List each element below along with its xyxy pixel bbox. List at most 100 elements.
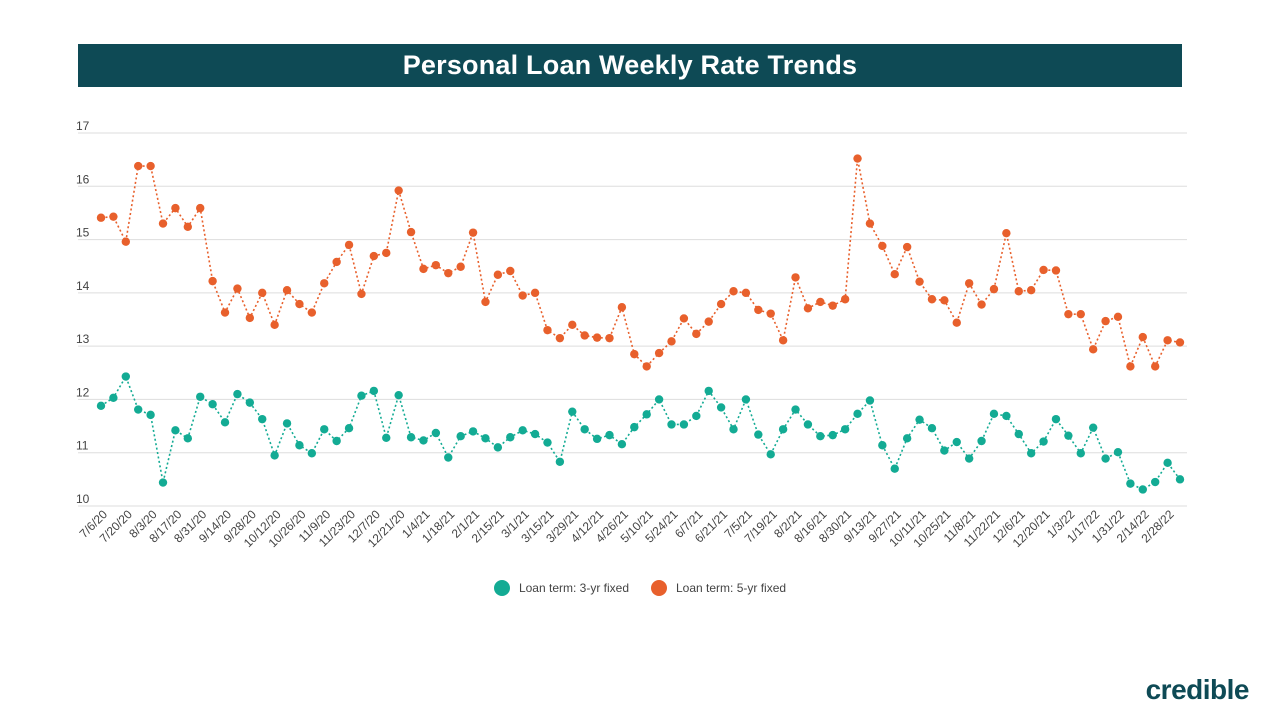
data-point-5yr (927, 295, 937, 304)
data-point-5yr (803, 304, 813, 313)
data-point-3yr (419, 436, 428, 445)
data-point-3yr (927, 424, 937, 433)
data-point-3yr (964, 454, 974, 463)
data-point-3yr (109, 393, 118, 403)
data-point-5yr (642, 362, 651, 371)
data-point-3yr (642, 410, 651, 419)
data-point-5yr (555, 333, 565, 343)
data-point-5yr (1126, 362, 1135, 371)
data-point-3yr (878, 441, 887, 450)
data-point-3yr (977, 436, 986, 446)
data-point-3yr (592, 434, 602, 444)
data-point-3yr (853, 409, 862, 419)
data-point-3yr (493, 443, 503, 452)
data-point-5yr (1039, 265, 1048, 275)
data-point-5yr (605, 333, 614, 343)
data-point-5yr (158, 219, 168, 228)
y-tick-label: 13 (76, 332, 90, 346)
series-line-3yr (100, 374, 1181, 491)
legend-marker-3yr (493, 580, 510, 596)
data-point-3yr (1051, 414, 1061, 424)
data-point-5yr (617, 303, 627, 312)
data-point-5yr (543, 325, 552, 335)
data-point-5yr (865, 219, 875, 228)
data-point-5yr (233, 284, 242, 293)
data-point-3yr (357, 391, 366, 400)
data-point-3yr (1175, 475, 1185, 484)
data-point-3yr (890, 464, 899, 473)
data-point-3yr (369, 386, 379, 396)
data-point-5yr (332, 257, 341, 267)
data-point-5yr (1076, 309, 1085, 319)
data-point-5yr (1150, 362, 1160, 371)
data-point-3yr (431, 428, 441, 438)
data-point-3yr (940, 446, 949, 455)
data-point-5yr (1101, 316, 1110, 326)
data-point-5yr (1051, 266, 1061, 275)
data-point-3yr (270, 451, 279, 460)
data-point-5yr (1163, 336, 1172, 345)
data-point-3yr (952, 437, 961, 447)
data-point-3yr (729, 425, 738, 434)
data-point-3yr (580, 425, 589, 434)
data-point-3yr (332, 436, 341, 446)
data-point-5yr (741, 288, 751, 298)
data-point-3yr (258, 414, 267, 424)
chart-title-bar: Personal Loan Weekly Rate Trends (78, 44, 1182, 87)
data-point-5yr (295, 299, 304, 309)
data-point-5yr (654, 348, 664, 358)
data-point-3yr (518, 426, 527, 435)
data-point-5yr (1113, 312, 1123, 322)
data-point-5yr (890, 270, 899, 279)
data-point-3yr (146, 410, 155, 420)
data-point-5yr (96, 213, 106, 222)
data-point-5yr (1026, 285, 1036, 295)
data-point-3yr (1150, 477, 1160, 487)
data-point-5yr (754, 305, 763, 315)
data-point-3yr (1014, 429, 1023, 439)
data-point-5yr (1175, 338, 1185, 347)
data-point-5yr (853, 154, 862, 163)
data-point-5yr (382, 248, 391, 258)
data-point-3yr (828, 430, 837, 440)
data-point-3yr (134, 405, 143, 414)
y-tick-label: 11 (76, 439, 89, 453)
y-tick-label: 15 (76, 226, 90, 240)
data-point-5yr (282, 285, 292, 295)
data-point-3yr (233, 389, 242, 399)
data-point-3yr (220, 418, 230, 427)
data-point-5yr (406, 227, 416, 237)
data-point-5yr (580, 331, 589, 340)
data-point-5yr (679, 314, 689, 323)
data-point-5yr (183, 222, 193, 231)
legend-item-3yr: Loan term: 3-yr fixed (493, 580, 629, 596)
data-point-5yr (307, 308, 317, 317)
data-point-5yr (1064, 309, 1073, 319)
data-point-3yr (754, 430, 763, 439)
data-point-5yr (530, 288, 540, 298)
data-point-5yr (989, 284, 999, 294)
chart-title: Personal Loan Weekly Rate Trends (402, 50, 858, 80)
data-point-3yr (171, 426, 180, 435)
data-point-5yr (667, 337, 676, 346)
data-point-3yr (208, 400, 217, 409)
data-point-3yr (121, 372, 131, 381)
data-point-3yr (394, 390, 403, 400)
data-point-3yr (816, 431, 825, 441)
data-point-5yr (394, 186, 403, 195)
y-tick-label: 12 (76, 385, 90, 399)
data-point-3yr (667, 420, 676, 429)
legend-item-5yr: Loan term: 5-yr fixed (651, 580, 786, 596)
data-point-5yr (245, 313, 255, 323)
data-point-5yr (1088, 345, 1098, 354)
data-point-3yr (456, 431, 465, 441)
data-point-3yr (1163, 458, 1172, 468)
data-point-5yr (146, 161, 155, 171)
data-point-3yr (915, 415, 924, 424)
data-point-5yr (444, 268, 453, 278)
data-point-5yr (915, 277, 924, 286)
data-point-3yr (183, 434, 193, 443)
y-tick-label: 17 (76, 119, 90, 133)
data-point-5yr (766, 309, 775, 318)
